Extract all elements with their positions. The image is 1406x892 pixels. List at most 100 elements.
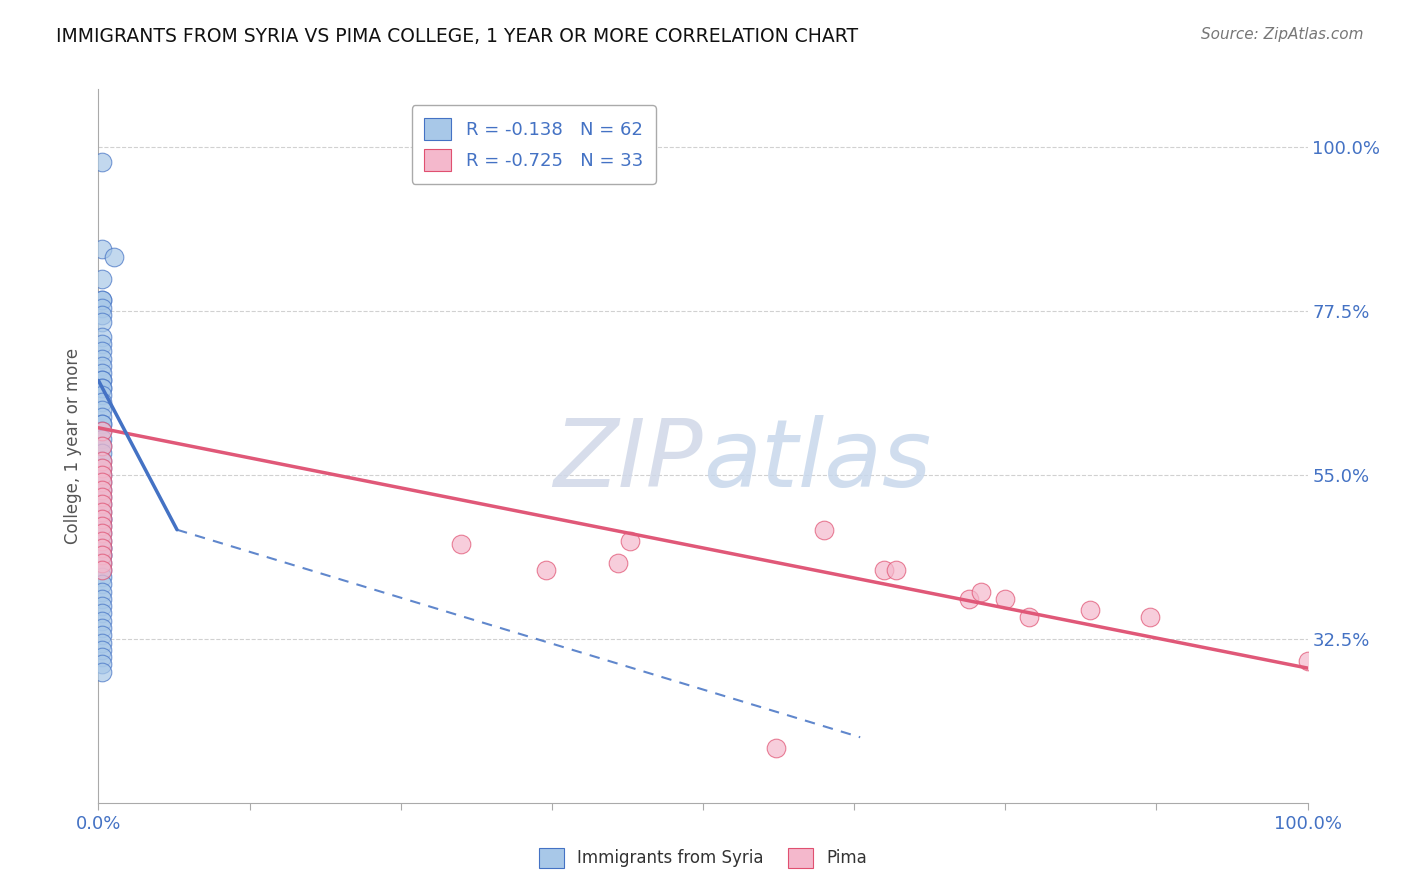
Point [1018,610,1040,624]
Point [994,591,1017,606]
Point [91,271,114,285]
Point [91,497,114,511]
Point [91,446,114,460]
Legend: Immigrants from Syria, Pima: Immigrants from Syria, Pima [531,841,875,875]
Point [91,519,114,533]
Point [91,556,114,570]
Point [91,308,114,322]
Point [91,475,114,490]
Point [91,453,114,467]
Point [873,563,896,577]
Point [91,548,114,562]
Point [91,359,114,373]
Point [91,504,114,518]
Point [91,635,114,649]
Point [450,537,472,551]
Point [91,315,114,329]
Point [91,374,114,388]
Point [91,497,114,511]
Point [91,657,114,672]
Point [91,381,114,395]
Point [91,425,114,439]
Point [91,409,114,424]
Point [91,519,114,533]
Point [91,243,114,257]
Point [91,526,114,541]
Point [91,439,114,453]
Point [91,344,114,359]
Point [91,453,114,467]
Point [91,351,114,366]
Point [886,563,908,577]
Point [91,366,114,380]
Point [91,475,114,490]
Text: IMMIGRANTS FROM SYRIA VS PIMA COLLEGE, 1 YEAR OR MORE CORRELATION CHART: IMMIGRANTS FROM SYRIA VS PIMA COLLEGE, 1… [56,27,859,45]
Point [91,533,114,548]
Point [91,330,114,344]
Point [91,460,114,475]
Point [91,577,114,591]
Point [91,395,114,409]
Point [91,155,114,169]
Point [534,563,557,577]
Point [91,490,114,504]
Point [91,614,114,628]
Point [91,388,114,402]
Point [91,417,114,432]
Point [91,643,114,657]
Point [1078,603,1101,617]
Point [91,621,114,635]
Point [91,432,114,446]
Point [91,374,114,388]
Point [103,250,125,264]
Point [91,541,114,555]
Point [91,599,114,614]
Point [91,460,114,475]
Point [91,512,114,526]
Point [957,591,980,606]
Point [91,541,114,555]
Text: ZIP: ZIP [554,415,703,506]
Y-axis label: College, 1 year or more: College, 1 year or more [65,348,83,544]
Point [91,425,114,439]
Point [91,512,114,526]
Point [91,563,114,577]
Point [91,402,114,417]
Point [91,556,114,570]
Point [91,548,114,562]
Point [91,483,114,497]
Point [813,523,835,537]
Point [607,556,630,570]
Point [619,533,641,548]
Point [91,381,114,395]
Point [91,337,114,351]
Point [91,439,114,453]
Point [91,591,114,606]
Point [91,563,114,577]
Point [91,548,114,562]
Point [91,468,114,483]
Text: atlas: atlas [703,415,931,506]
Point [91,607,114,621]
Point [91,293,114,308]
Point [91,293,114,308]
Point [1296,654,1319,668]
Point [91,417,114,432]
Point [91,512,114,526]
Point [91,665,114,679]
Point [91,628,114,642]
Point [91,490,114,504]
Point [91,504,114,518]
Point [91,584,114,599]
Point [91,650,114,665]
Point [91,483,114,497]
Text: Source: ZipAtlas.com: Source: ZipAtlas.com [1201,27,1364,42]
Point [91,570,114,584]
Point [765,741,787,756]
Point [91,541,114,555]
Point [91,301,114,315]
Point [91,533,114,548]
Point [1139,610,1161,624]
Legend: R = -0.138   N = 62, R = -0.725   N = 33: R = -0.138 N = 62, R = -0.725 N = 33 [412,105,655,184]
Point [91,468,114,483]
